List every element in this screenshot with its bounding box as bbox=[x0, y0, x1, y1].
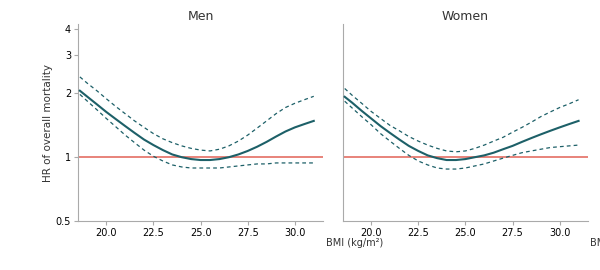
Text: BMI (kg/m²): BMI (kg/m²) bbox=[590, 238, 600, 248]
Text: BMI (kg/m²): BMI (kg/m²) bbox=[326, 238, 383, 248]
Title: Men: Men bbox=[187, 10, 214, 23]
Title: Women: Women bbox=[442, 10, 489, 23]
Y-axis label: HR of overall mortality: HR of overall mortality bbox=[43, 64, 53, 182]
